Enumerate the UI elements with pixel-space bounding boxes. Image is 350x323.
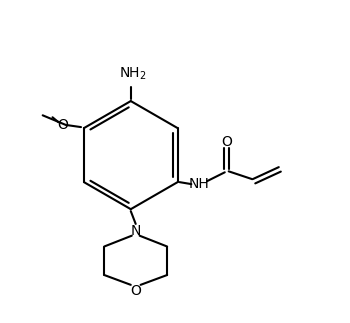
Text: O: O: [57, 118, 68, 132]
Text: O: O: [130, 284, 141, 298]
Text: NH: NH: [189, 177, 210, 191]
Text: NH$_2$: NH$_2$: [119, 65, 147, 82]
Text: N: N: [131, 224, 141, 238]
Text: O: O: [221, 135, 232, 149]
